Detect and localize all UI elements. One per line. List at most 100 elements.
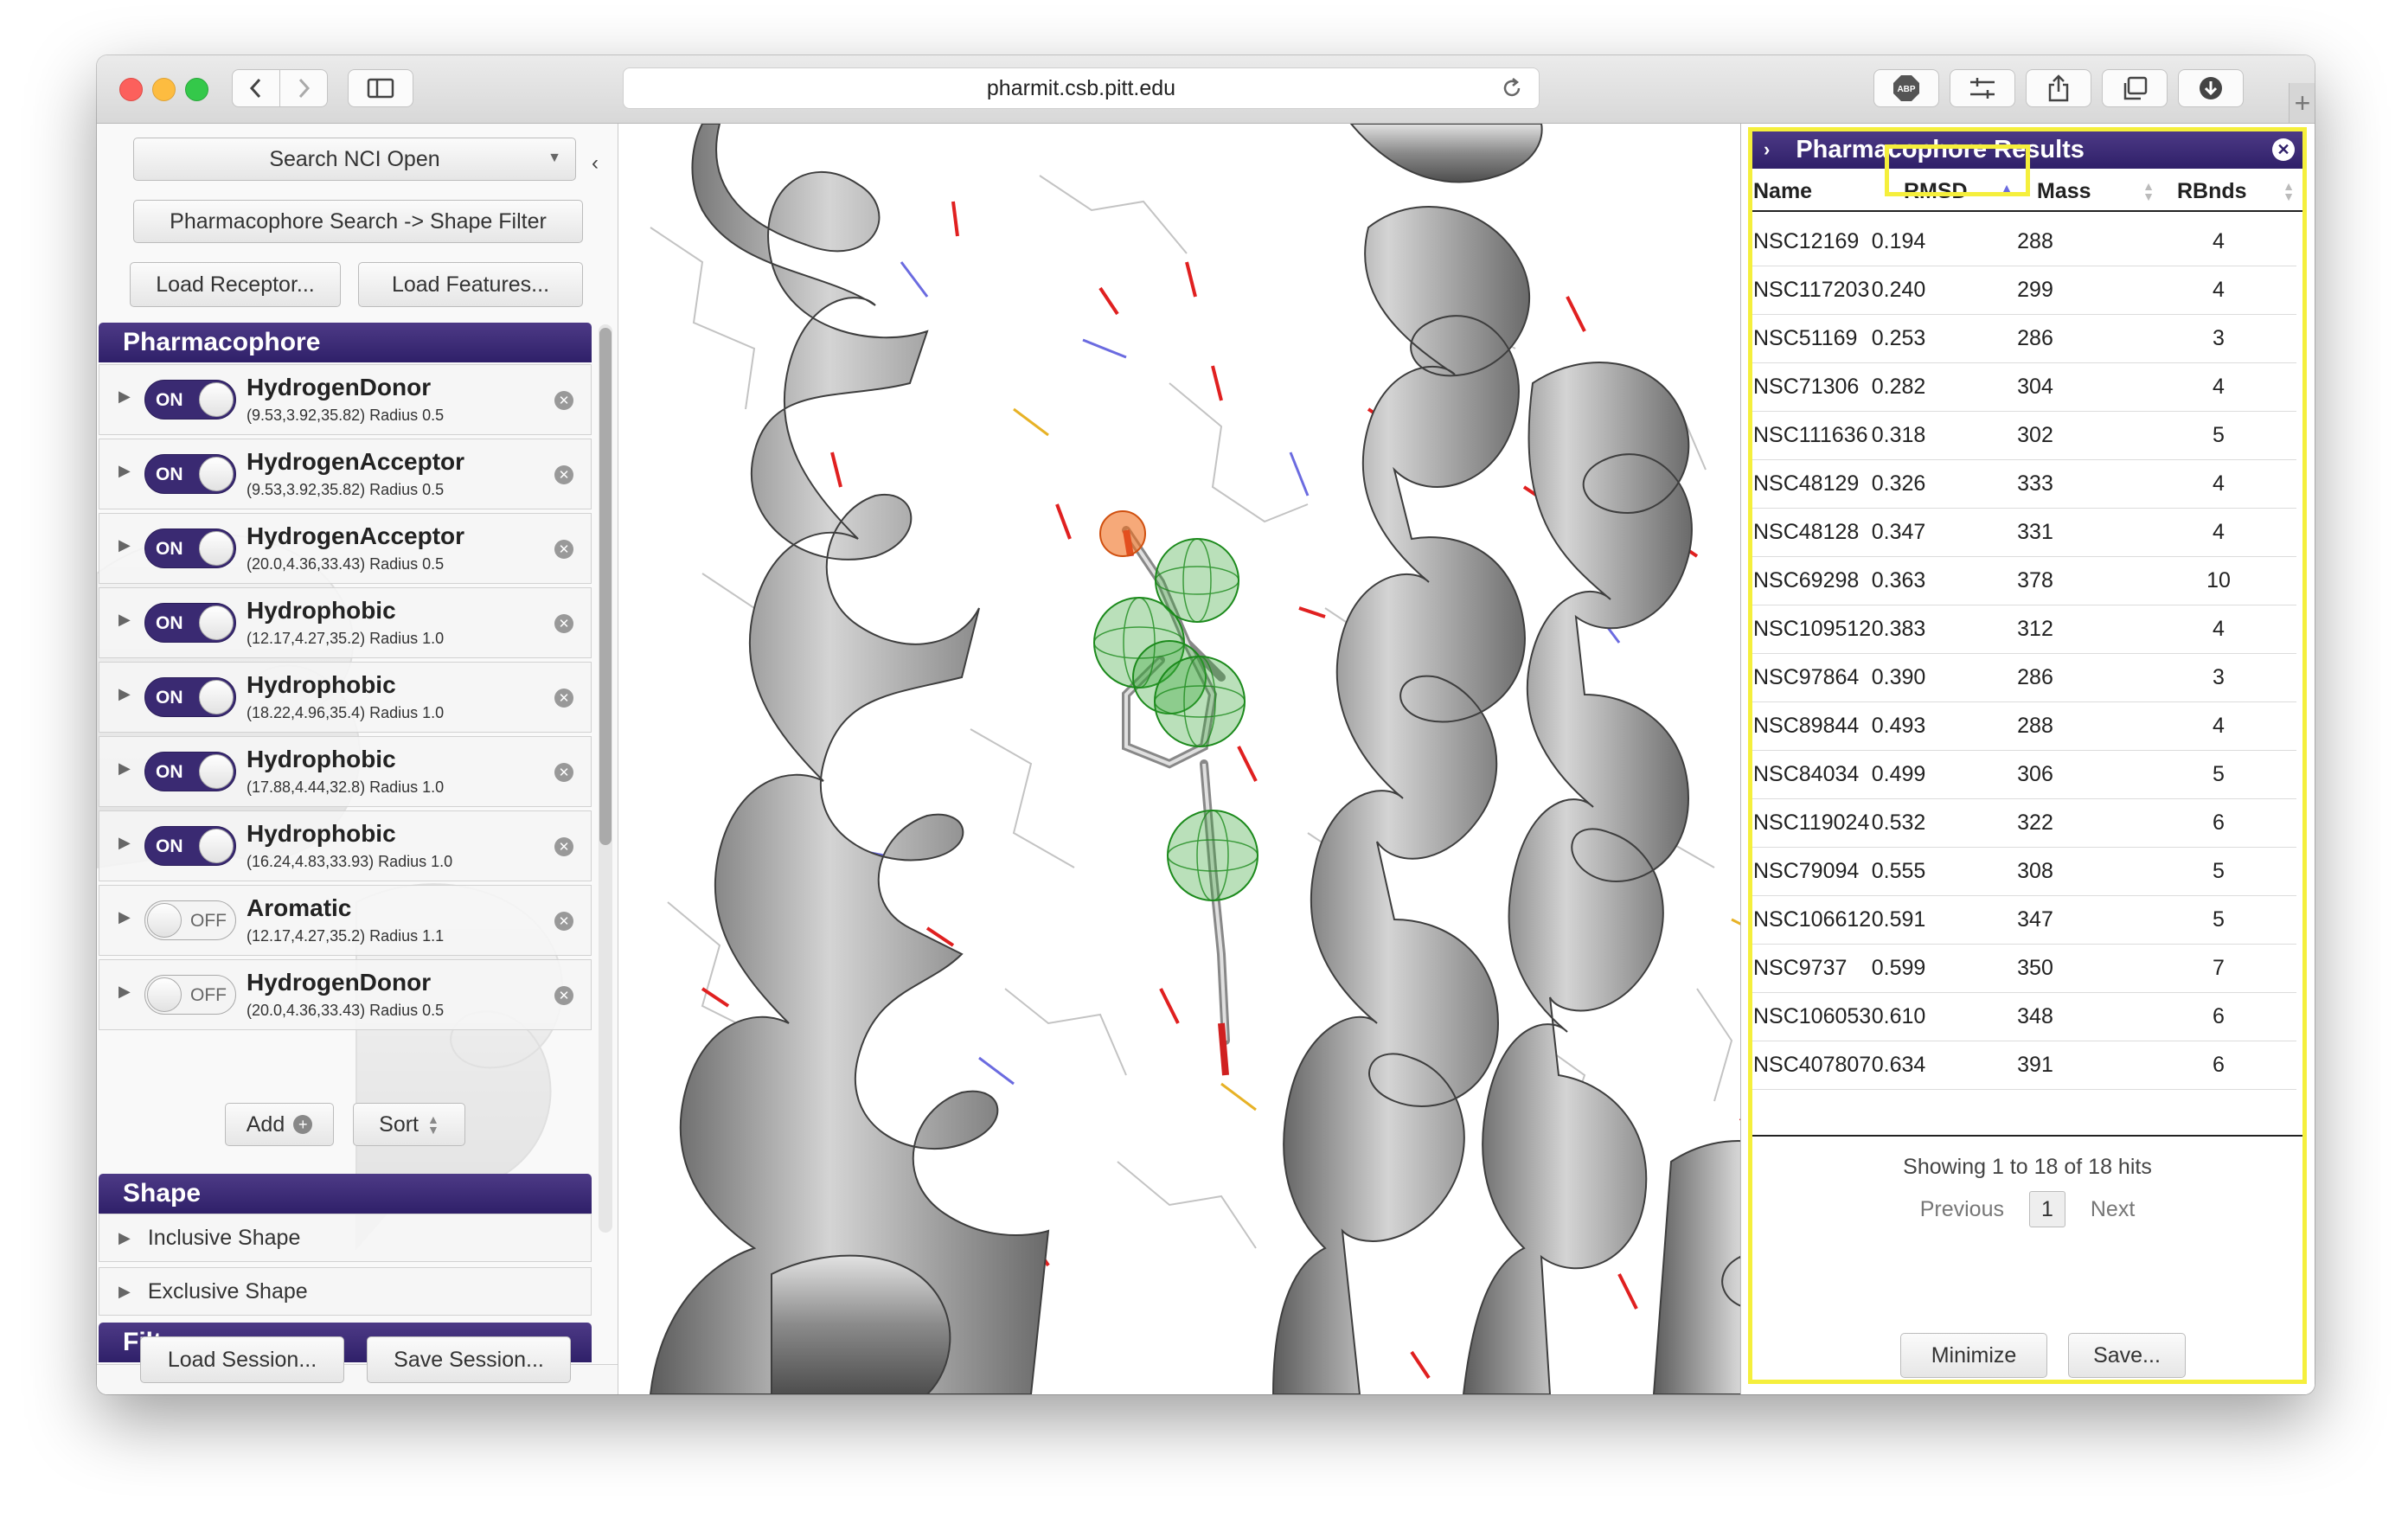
add-feature-button[interactable]: Add + (225, 1103, 334, 1146)
share-button[interactable] (2026, 69, 2091, 107)
feature-toggle[interactable]: ON (144, 603, 236, 643)
pharmacophore-feature[interactable]: ▶ ON HydrogenAcceptor (20.0,4.36,33.43) … (99, 513, 592, 584)
table-row[interactable]: NSC109512 0.383 312 4 (1752, 605, 2296, 654)
feature-toggle[interactable]: OFF (144, 975, 236, 1015)
table-row[interactable]: NSC79094 0.555 308 5 (1752, 847, 2296, 896)
next-page-link[interactable]: Next (2090, 1197, 2136, 1221)
feature-scrollbar-thumb[interactable] (599, 328, 612, 845)
table-row[interactable]: NSC111636 0.318 302 5 (1752, 411, 2296, 460)
zoom-window-button[interactable] (185, 78, 208, 101)
close-icon[interactable]: ✕ (2272, 138, 2295, 161)
remove-feature-icon[interactable]: ✕ (554, 614, 573, 633)
remove-feature-icon[interactable]: ✕ (554, 465, 573, 484)
chevron-right-icon[interactable]: › (1764, 138, 1771, 160)
expand-arrow-icon[interactable]: ▶ (118, 388, 131, 405)
pharmacophore-feature[interactable]: ▶ ON Hydrophobic (12.17,4.27,35.2) Radiu… (99, 587, 592, 658)
feature-toggle[interactable]: ON (144, 454, 236, 494)
cell-rbnds: 5 (2213, 423, 2225, 447)
forward-button[interactable] (279, 69, 328, 107)
column-header-rmsd[interactable]: RMSD ▲ (1892, 172, 2021, 210)
remove-feature-icon[interactable]: ✕ (554, 837, 573, 856)
pharmacophore-feature[interactable]: ▶ ON HydrogenAcceptor (9.53,3.92,35.82) … (99, 439, 592, 509)
load-features-button[interactable]: Load Features... (358, 262, 583, 307)
exclusive-shape-item[interactable]: ▶ Exclusive Shape (99, 1267, 592, 1316)
expand-arrow-icon[interactable]: ▶ (118, 685, 131, 702)
remove-feature-icon[interactable]: ✕ (554, 540, 573, 559)
minimize-results-button[interactable]: Minimize (1900, 1333, 2047, 1378)
pharmacophore-feature[interactable]: ▶ ON Hydrophobic (17.88,4.44,32.8) Radiu… (99, 736, 592, 807)
table-row[interactable]: NSC69298 0.363 378 10 (1752, 556, 2296, 605)
remove-feature-icon[interactable]: ✕ (554, 986, 573, 1005)
table-row[interactable]: NSC71306 0.282 304 4 (1752, 362, 2296, 412)
sidebar-toggle-button[interactable] (348, 69, 413, 107)
load-receptor-button[interactable]: Load Receptor... (130, 262, 341, 307)
shape-header[interactable]: Shape (99, 1174, 592, 1214)
feature-toggle[interactable]: ON (144, 528, 236, 568)
column-header-name[interactable]: Name (1753, 172, 1883, 210)
table-row[interactable]: NSC117203 0.240 299 4 (1752, 266, 2296, 315)
pharmacophore-feature[interactable]: ▶ OFF Aromatic (12.17,4.27,35.2) Radius … (99, 885, 592, 956)
expand-arrow-icon[interactable]: ▶ (118, 834, 131, 851)
table-row[interactable]: NSC84034 0.499 306 5 (1752, 750, 2296, 799)
back-button[interactable] (232, 69, 280, 107)
table-row[interactable]: NSC51169 0.253 286 3 (1752, 314, 2296, 363)
table-row[interactable]: NSC106053 0.610 348 6 (1752, 992, 2296, 1041)
new-tab-plus-icon[interactable]: + (2289, 83, 2315, 123)
sort-features-button[interactable]: Sort ▲ ▼ (353, 1103, 465, 1146)
pharmacophore-feature[interactable]: ▶ ON Hydrophobic (16.24,4.83,33.93) Radi… (99, 810, 592, 881)
table-row[interactable]: NSC89844 0.493 288 4 (1752, 701, 2296, 751)
adblock-button[interactable]: ABP (1873, 69, 1939, 107)
table-row[interactable]: NSC12169 0.194 288 4 (1752, 217, 2296, 266)
minimize-window-button[interactable] (152, 78, 176, 101)
save-results-button[interactable]: Save... (2068, 1333, 2186, 1378)
feature-toggle[interactable]: ON (144, 752, 236, 791)
feature-toggle[interactable]: OFF (144, 900, 236, 940)
toggle-knob (199, 680, 234, 714)
expand-arrow-icon[interactable]: ▶ (118, 1282, 131, 1300)
tools-button[interactable] (1950, 69, 2015, 107)
expand-arrow-icon[interactable]: ▶ (118, 759, 131, 777)
table-row[interactable]: NSC97864 0.390 286 3 (1752, 653, 2296, 702)
expand-arrow-icon[interactable]: ▶ (118, 611, 131, 628)
expand-arrow-icon[interactable]: ▶ (118, 462, 131, 479)
feature-coords: (12.17,4.27,35.2) Radius 1.1 (247, 927, 445, 945)
save-session-button[interactable]: Save Session... (367, 1336, 571, 1383)
tabs-button[interactable] (2102, 69, 2168, 107)
expand-arrow-icon[interactable]: ▶ (118, 908, 131, 926)
feature-toggle[interactable]: ON (144, 380, 236, 420)
remove-feature-icon[interactable]: ✕ (554, 391, 573, 410)
expand-arrow-icon[interactable]: ▶ (118, 536, 131, 554)
collapse-panel-icon[interactable]: ‹ (592, 151, 599, 175)
database-select[interactable]: Search NCI Open ▼ (133, 138, 576, 181)
svg-text:ABP: ABP (1897, 85, 1915, 94)
search-mode-button[interactable]: Pharmacophore Search -> Shape Filter (133, 200, 583, 243)
table-row[interactable]: NSC48129 0.326 333 4 (1752, 459, 2296, 509)
remove-feature-icon[interactable]: ✕ (554, 912, 573, 931)
pharmacophore-header[interactable]: Pharmacophore (99, 323, 592, 362)
load-session-button[interactable]: Load Session... (140, 1336, 344, 1383)
table-row[interactable]: NSC9737 0.599 350 7 (1752, 944, 2296, 993)
downloads-button[interactable] (2178, 69, 2244, 107)
cell-rmsd: 0.591 (1871, 907, 1926, 932)
previous-page-link[interactable]: Previous (1919, 1197, 2004, 1221)
column-header-rbnds[interactable]: RBnds ▲ ▼ (2177, 172, 2303, 210)
table-row[interactable]: NSC48128 0.347 331 4 (1752, 508, 2296, 557)
column-header-mass[interactable]: Mass ▲ ▼ (2033, 172, 2163, 210)
pharmacophore-feature[interactable]: ▶ ON HydrogenDonor (9.53,3.92,35.82) Rad… (99, 364, 592, 435)
expand-arrow-icon[interactable]: ▶ (118, 1228, 131, 1246)
close-window-button[interactable] (119, 78, 143, 101)
remove-feature-icon[interactable]: ✕ (554, 763, 573, 782)
pharmacophore-feature[interactable]: ▶ OFF HydrogenDonor (20.0,4.36,33.43) Ra… (99, 959, 592, 1030)
page-number-button[interactable]: 1 (2028, 1191, 2065, 1227)
address-bar[interactable]: pharmit.csb.pitt.edu (623, 67, 1540, 109)
reload-icon[interactable] (1501, 77, 1523, 106)
remove-feature-icon[interactable]: ✕ (554, 689, 573, 708)
expand-arrow-icon[interactable]: ▶ (118, 983, 131, 1000)
pharmacophore-feature[interactable]: ▶ ON Hydrophobic (18.22,4.96,35.4) Radiu… (99, 662, 592, 733)
table-row[interactable]: NSC106612 0.591 347 5 (1752, 895, 2296, 945)
feature-toggle[interactable]: ON (144, 826, 236, 866)
table-row[interactable]: NSC407807 0.634 391 6 (1752, 1041, 2296, 1090)
feature-toggle[interactable]: ON (144, 677, 236, 717)
table-row[interactable]: NSC119024 0.532 322 6 (1752, 798, 2296, 848)
inclusive-shape-item[interactable]: ▶ Inclusive Shape (99, 1214, 592, 1262)
